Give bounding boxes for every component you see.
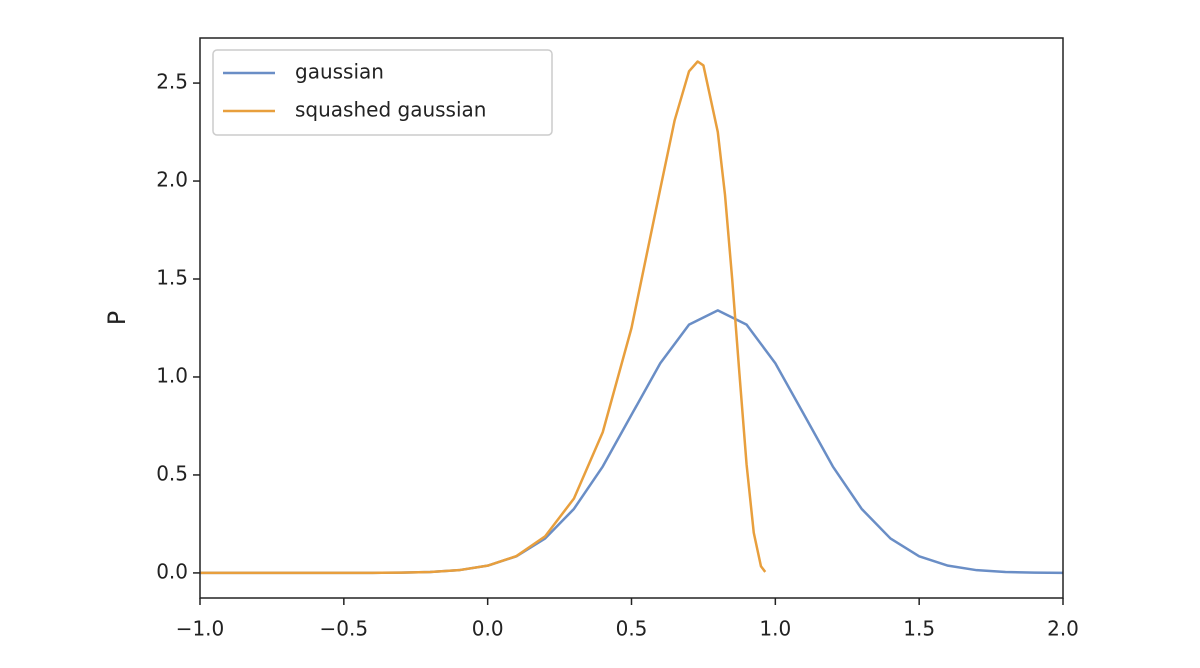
series-line xyxy=(199,309,1064,575)
y-tick-label: 0.0 xyxy=(156,559,188,583)
x-tick-label: 1.5 xyxy=(903,617,935,641)
legend-label: gaussian xyxy=(295,60,384,84)
series-line xyxy=(199,60,767,575)
x-tick-label: 1.0 xyxy=(759,617,791,641)
y-tick-label: 2.0 xyxy=(156,168,188,192)
x-tick-label: 0.0 xyxy=(472,617,504,641)
y-tick-label: 0.5 xyxy=(156,461,188,485)
x-tick-label: −1.0 xyxy=(176,617,225,641)
plot-frame xyxy=(199,37,1064,599)
x-tick-label: −0.5 xyxy=(320,617,369,641)
legend-label: squashed gaussian xyxy=(295,98,486,122)
y-tick-label: 1.5 xyxy=(156,266,188,290)
x-tick-label: 0.5 xyxy=(616,617,648,641)
y-axis-label: P xyxy=(103,311,131,325)
legend-box xyxy=(212,49,553,136)
y-tick-label: 2.5 xyxy=(156,70,188,94)
y-tick-label: 1.0 xyxy=(156,363,188,387)
x-tick-label: 2.0 xyxy=(1047,617,1079,641)
